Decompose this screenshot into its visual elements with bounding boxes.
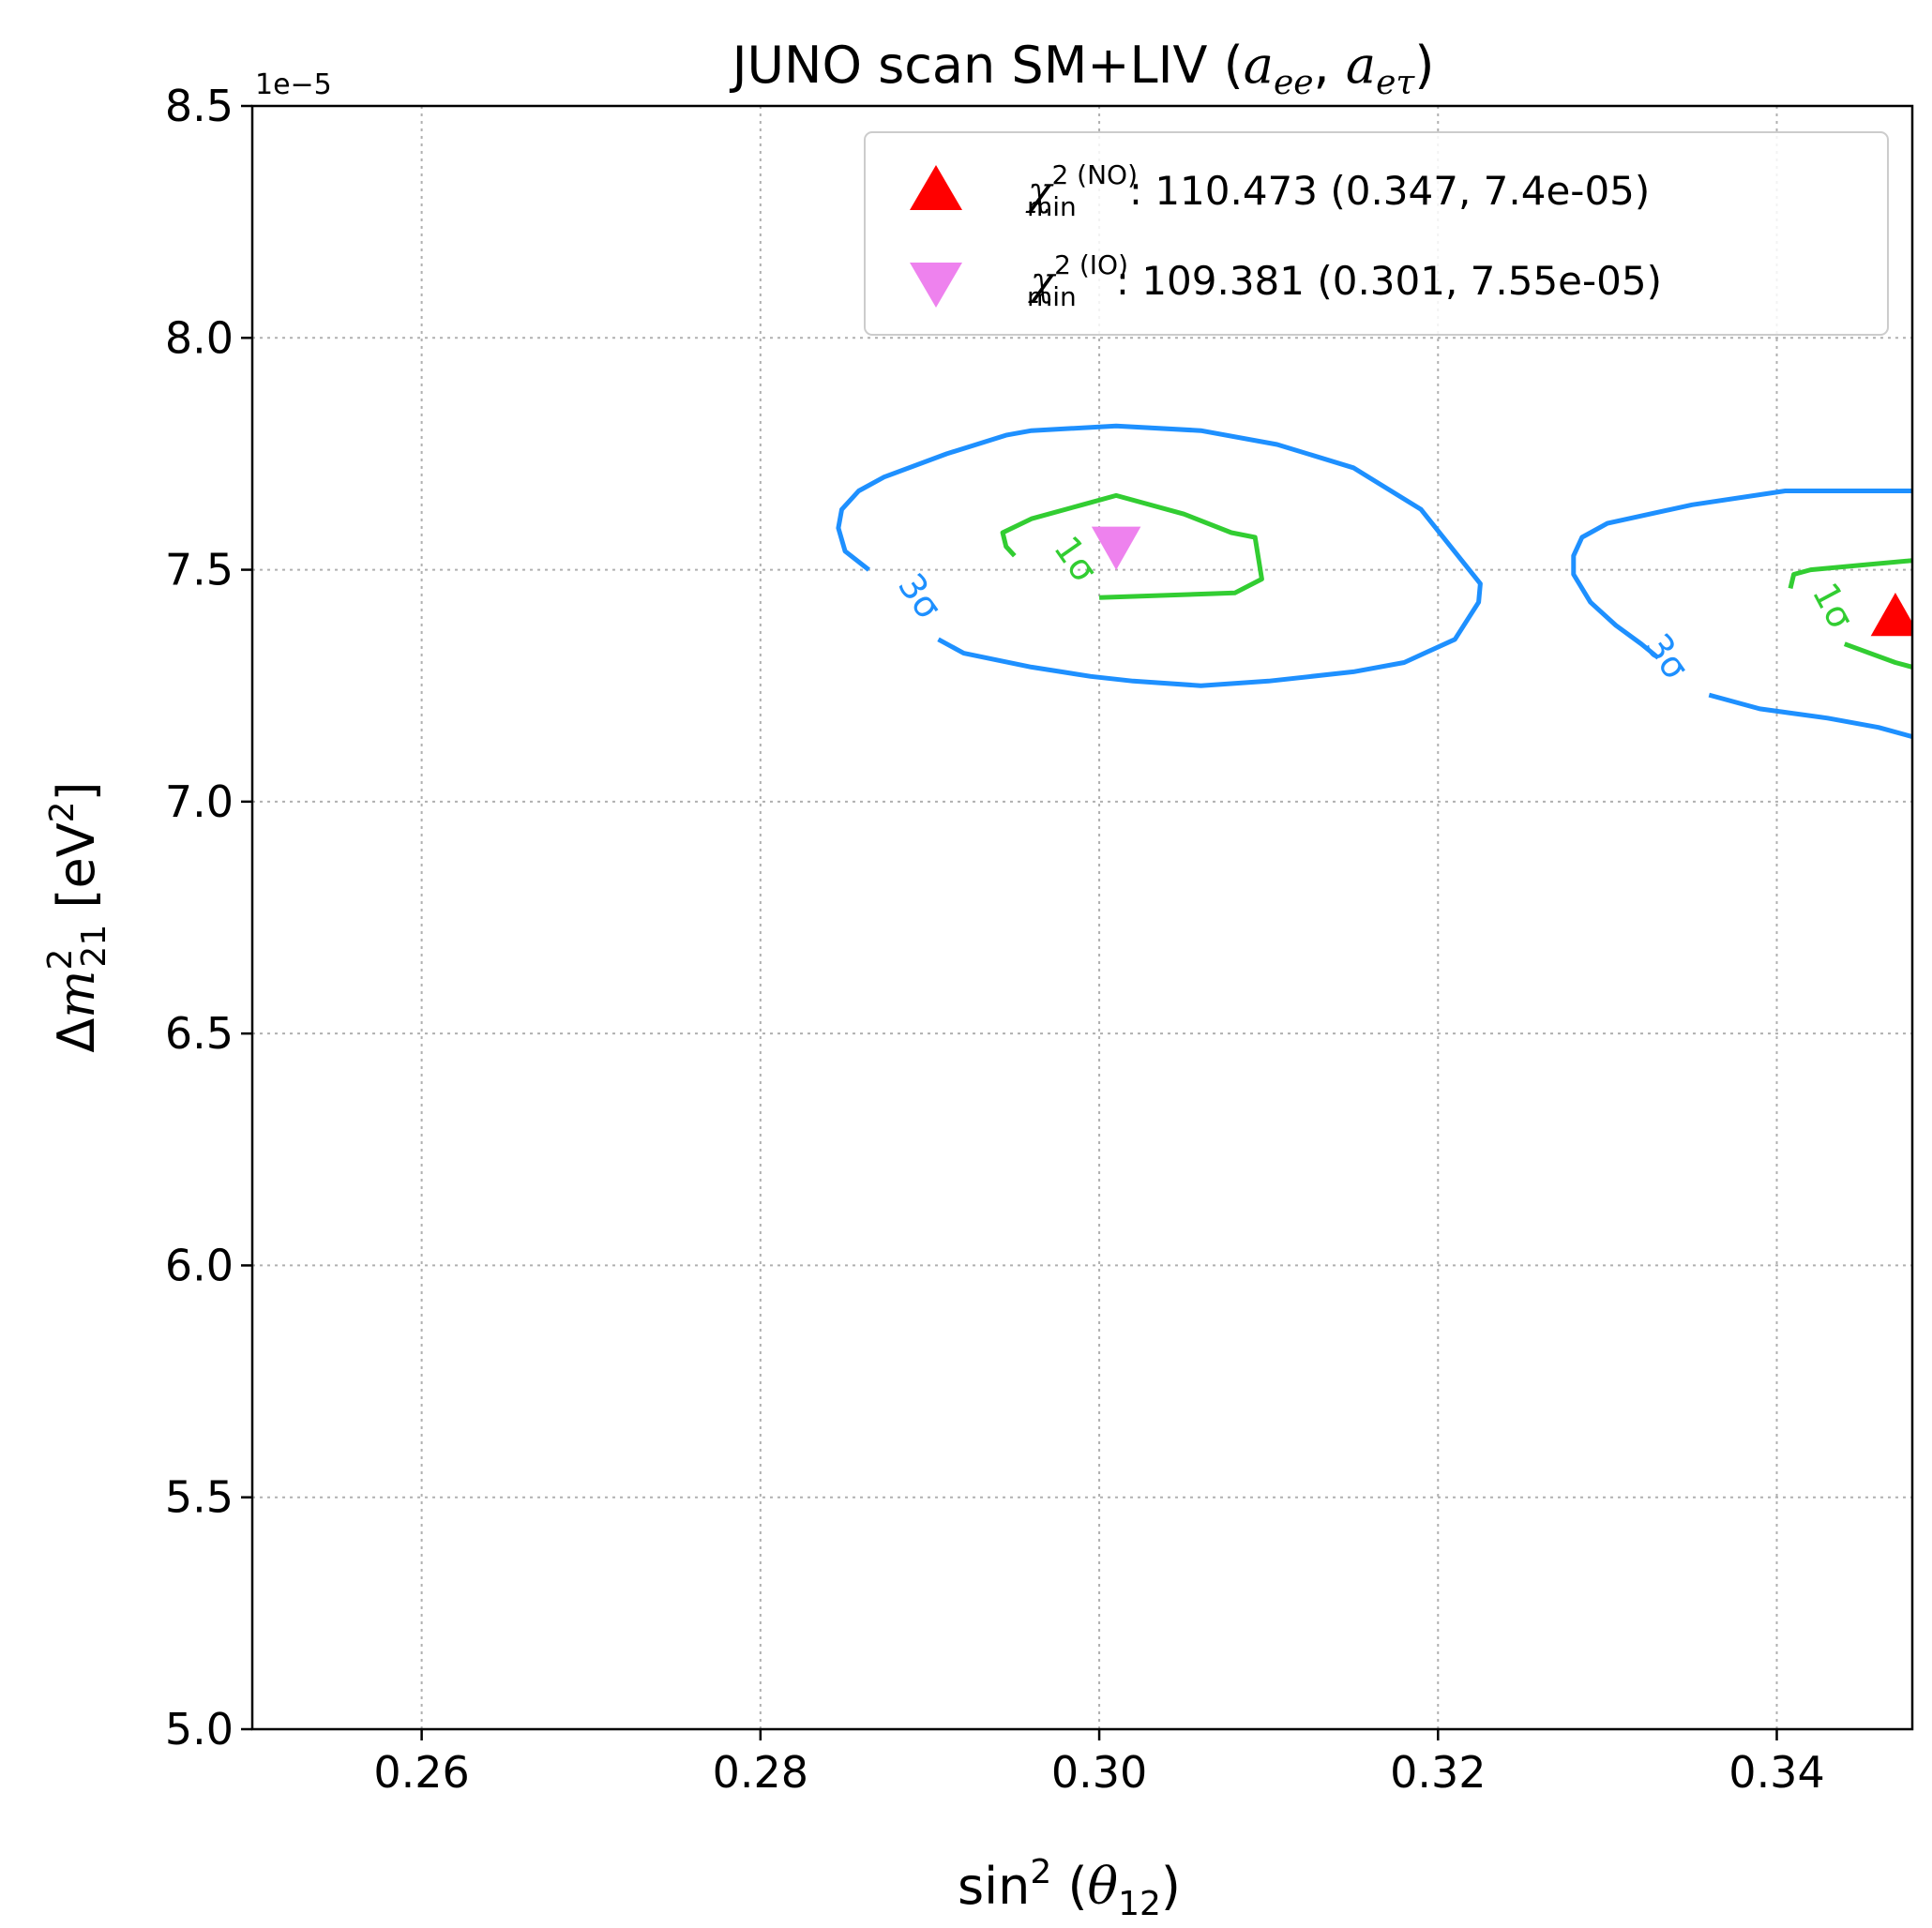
legend-entry-no: χ2 (NO) min: 110.473 (0.347, 7.4e-05): [910, 159, 1650, 222]
x-tick-label: 0.34: [1728, 1747, 1824, 1798]
x-axis-label: sin2 (θ12): [958, 1853, 1181, 1923]
x-tick-label: 0.28: [713, 1747, 808, 1798]
chart-title: JUNO scan SM+LIV (aee, aeτ): [730, 36, 1435, 102]
contour-IO-1sigma: [1000, 492, 1264, 600]
y-tick-label: 5.5: [165, 1472, 234, 1523]
contour-NO-3sigma: [1571, 489, 1912, 740]
contour-labels: 3σ 1σ 3σ 1σ: [890, 529, 1862, 687]
x-tick-label: 0.32: [1390, 1747, 1486, 1798]
y-tick-label: 6.5: [165, 1008, 234, 1059]
contour-lines: [836, 423, 1912, 740]
contour-label-IO-3sigma: 3σ: [890, 565, 950, 626]
best-fit-io-marker: [1091, 526, 1141, 570]
contour-NO-1sigma: [1788, 558, 1912, 670]
svg-text:χ2 (NO)min: 110.473 (0.347, 7.: χ2 (NO) min: 110.473 (0.347, 7.4e-05): [1025, 159, 1650, 222]
contour-label-IO-1sigma: 1σ: [1046, 529, 1106, 590]
triangle-up-icon: [910, 165, 962, 210]
triangle-down-icon: [910, 263, 962, 308]
legend-box: [864, 131, 1889, 336]
best-fit-no-marker: [1870, 593, 1912, 637]
y-tick-label: 8.5: [165, 81, 234, 131]
legend: χ2 (NO) min: 110.473 (0.347, 7.4e-05) χ2 …: [864, 131, 1889, 336]
legend-entry-io: χ2 (IO) min: 109.381 (0.301, 7.55e-05): [910, 249, 1662, 312]
x-tick-label: 0.30: [1051, 1747, 1147, 1798]
x-axis-ticks: 0.26 0.28 0.30 0.32 0.34: [373, 1729, 1825, 1798]
title-math: (aee, aeτ): [1224, 36, 1435, 102]
best-fit-markers: [1091, 526, 1912, 637]
y-offset-label: 1e−5: [255, 68, 332, 101]
y-axis-label: Δm221 [eV2]: [41, 781, 113, 1052]
y-axis-ticks: 5.0 5.5 6.0 6.5 7.0 7.5 8.0 8.5: [165, 81, 252, 1755]
y-tick-label: 8.0: [165, 312, 234, 363]
y-tick-label: 5.0: [165, 1704, 234, 1755]
contour-label-NO-3sigma: 3σ: [1637, 626, 1697, 687]
contour-label-NO-1sigma: 1σ: [1804, 576, 1863, 635]
svg-text:χ2 (IO)min: 109.381 (0.301, 7.: χ2 (IO) min: 109.381 (0.301, 7.55e-05): [1027, 249, 1662, 312]
y-tick-label: 7.0: [165, 776, 234, 827]
grid: [252, 106, 1912, 1729]
contour-IO-3sigma: [836, 423, 1483, 688]
x-tick-label: 0.26: [373, 1747, 469, 1798]
y-tick-label: 7.5: [165, 545, 234, 595]
y-tick-label: 6.0: [165, 1240, 234, 1290]
plot-frame: [250, 104, 1914, 1731]
